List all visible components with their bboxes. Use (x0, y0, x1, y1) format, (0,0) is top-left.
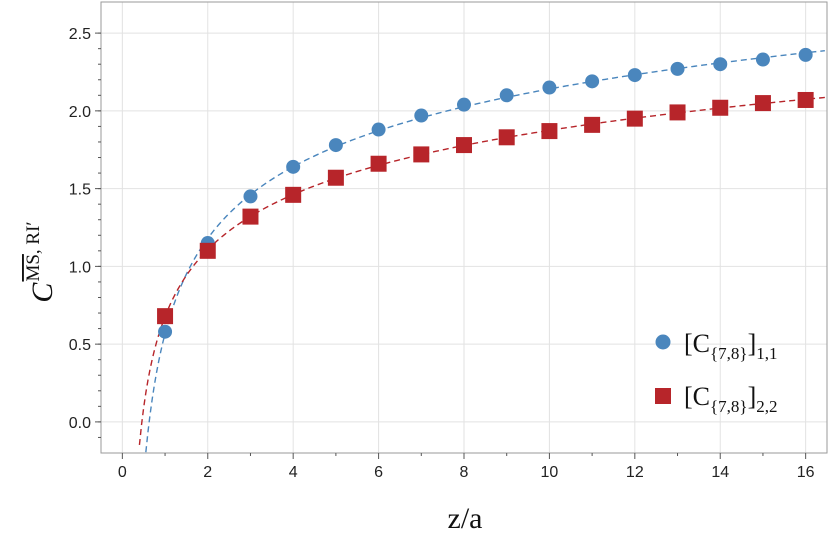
svg-text:CMS, RI′: CMS, RI′ (23, 221, 59, 302)
data-point-series-2 (327, 169, 344, 186)
data-point-series-1 (286, 159, 301, 174)
x-tick-label: 10 (541, 464, 559, 481)
y-tick-label: 0.5 (69, 337, 91, 354)
data-point-series-2 (669, 104, 686, 121)
data-point-series-1 (627, 68, 642, 83)
x-axis-label: z/a (448, 502, 483, 534)
data-point-series-1 (499, 88, 514, 103)
data-point-series-2 (541, 123, 558, 140)
x-tick-label: 8 (460, 464, 469, 481)
x-tick-label: 6 (374, 464, 383, 481)
data-point-series-1 (542, 80, 557, 95)
y-tick-label: 2.5 (69, 26, 91, 43)
data-point-series-2 (199, 242, 216, 259)
data-point-series-2 (285, 186, 302, 203)
legend-marker-square (655, 388, 671, 404)
data-point-series-2 (626, 110, 643, 127)
data-point-series-2 (498, 129, 515, 146)
data-point-series-2 (413, 146, 430, 163)
y-tick-label: 2.0 (69, 104, 91, 121)
x-tick-label: 14 (711, 464, 729, 481)
legend: [C{7,8}]1,1 [C{7,8}]2,2 (655, 329, 778, 416)
data-point-series-1 (798, 47, 813, 62)
y-axis-label-sup-overline: MS (23, 254, 44, 281)
fit-curve-series-2 (138, 96, 825, 446)
x-tick-label: 12 (626, 464, 644, 481)
y-tick-label: 0.0 (69, 415, 91, 432)
x-tick-label: 16 (797, 464, 815, 481)
data-point-series-2 (242, 208, 259, 225)
data-point-series-1 (243, 189, 258, 204)
y-axis-label: CMS, RI′ (23, 221, 59, 302)
data-point-series-1 (755, 52, 770, 67)
data-point-series-2 (584, 116, 601, 133)
legend-entry-series-2: [C{7,8}]2,2 (655, 382, 778, 416)
y-axis-label-sup-rest: , RI′ (23, 221, 44, 254)
data-point-series-2 (754, 95, 771, 112)
data-point-series-1 (414, 108, 429, 123)
data-point-series-1 (371, 122, 386, 137)
legend-label-series-1: [C{7,8}]1,1 (684, 329, 778, 363)
data-point-series-1 (585, 74, 600, 89)
fit-curve-series-1 (145, 50, 825, 453)
legend-marker-circle (655, 334, 671, 350)
y-tick-label: 1.5 (69, 182, 91, 199)
data-point-series-1 (670, 61, 685, 76)
data-point-series-2 (712, 99, 729, 116)
legend-entry-series-1: [C{7,8}]1,1 (655, 329, 778, 363)
data-point-series-2 (797, 91, 814, 108)
x-tick-label: 2 (203, 464, 212, 481)
y-axis-label-base: C (26, 282, 59, 303)
legend-label-series-2: [C{7,8}]2,2 (684, 382, 778, 416)
data-point-series-2 (456, 137, 472, 154)
data-point-series-2 (157, 308, 174, 325)
data-point-series-1 (713, 57, 728, 72)
y-tick-label: 1.0 (69, 259, 91, 276)
x-tick-label: 4 (289, 464, 298, 481)
data-points (157, 47, 814, 339)
data-point-series-1 (457, 97, 471, 112)
x-tick-label: 0 (118, 464, 127, 481)
fit-curves (138, 50, 825, 453)
data-point-series-1 (328, 138, 343, 153)
data-point-series-1 (158, 324, 173, 339)
data-point-series-2 (370, 155, 387, 172)
axis-ticks: 0 2 4 6 8 10 12 14 16 0.0 0.5 1.0 1.5 2.0 2.5 (69, 26, 815, 481)
